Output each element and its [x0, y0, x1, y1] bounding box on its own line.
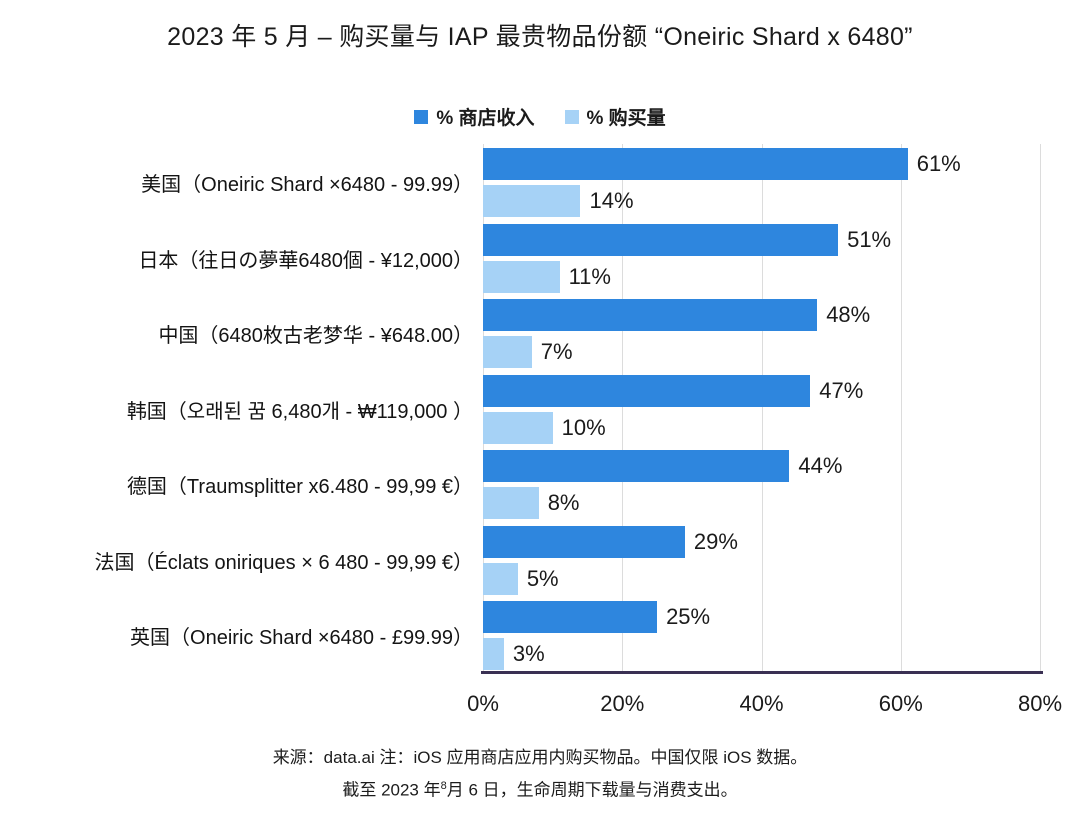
bar-line: 5% [483, 562, 1040, 595]
value-label: 51% [847, 226, 892, 252]
bar-line: 3% [483, 638, 1040, 670]
bar-store-revenue [483, 299, 818, 331]
value-label: 14% [589, 188, 634, 213]
footer-note: 来源：data.ai 注：iOS 应用商店应用内购买物品。中国仅限 iOS 数据… [0, 744, 1080, 805]
bar-purchases [483, 260, 560, 293]
bar-pair: 25% 3% [483, 601, 1040, 670]
country-group: 中国（6480枚古老梦华 - ¥648.00） 48% 7% [0, 299, 1080, 368]
x-axis-line [481, 671, 1043, 674]
value-label: 25% [666, 604, 711, 629]
chart-title: 2023 年 5 月 – 购买量与 IAP 最贵物品份额 “Oneiric Sh… [167, 23, 913, 51]
category-label: 中国（6480枚古老梦华 - ¥648.00） [158, 325, 473, 347]
bar-pair: 29% 5% [483, 525, 1040, 595]
country-group: 法国（Éclats oniriques × 6 480 - 99,99 €） 29… [0, 525, 1080, 595]
bar-line: 10% [483, 411, 1040, 444]
footer-line-1: 来源：data.ai 注：iOS 应用商店应用内购买物品。中国仅限 iOS 数据… [272, 748, 808, 767]
bar-pair: 47% 10% [483, 374, 1040, 444]
value-label: 48% [826, 302, 871, 327]
bar-line: 48% [483, 299, 1040, 331]
value-label: 61% [916, 151, 961, 176]
country-group: 德国（Traumsplitter x6.480 - 99,99 €） 44% 8% [0, 450, 1080, 519]
gridline [483, 144, 484, 672]
value-label: 44% [798, 453, 843, 478]
bar-line: 61% [483, 148, 1040, 180]
legend-item-revenue: % 商店收入 [414, 103, 535, 130]
x-tick-label: 40% [739, 691, 784, 716]
bar-line: 51% [483, 223, 1040, 256]
bar-line: 7% [483, 336, 1040, 368]
value-label: 7% [540, 339, 573, 364]
bar-store-revenue [483, 601, 658, 633]
bar-purchases [483, 336, 532, 368]
category-label: 英国（Oneiric Shard ×6480 - £99.99） [130, 627, 473, 649]
bar-line: 47% [483, 374, 1040, 407]
bar-line: 8% [483, 487, 1040, 519]
bar-pair: 61% 14% [483, 148, 1040, 217]
bar-purchases [483, 562, 518, 595]
category-label: 日本（往日の夢華6480個 - ¥12,000） [138, 249, 473, 272]
gridline [622, 144, 624, 672]
country-group: 英国（Oneiric Shard ×6480 - £99.99） 25% 3% [0, 601, 1080, 670]
category-label: 美国（Oneiric Shard ×6480 - 99.99） [141, 174, 473, 196]
gridline [900, 144, 902, 672]
value-label: 47% [819, 377, 864, 403]
bar-line: 29% [483, 525, 1040, 558]
value-label: 3% [512, 641, 545, 666]
legend-label-purchases: % 购买量 [586, 108, 666, 129]
bar-store-revenue [483, 525, 685, 558]
country-group: 日本（往日の夢華6480個 - ¥12,000） 51% 11% [0, 223, 1080, 293]
category-label: 韩国（오래된 꿈 6,480개 - ₩119,000 ） [126, 400, 473, 423]
legend-swatch-purchases [564, 109, 579, 124]
bar-purchases [483, 185, 581, 217]
bar-store-revenue [483, 374, 811, 407]
x-axis-ticks: 0% 20% 40% 60% 80% [0, 691, 1080, 721]
legend-item-purchases: % 购买量 [564, 103, 666, 130]
country-group: 美国（Oneiric Shard ×6480 - 99.99） 61% 14% [0, 148, 1080, 217]
legend-swatch-revenue [414, 109, 429, 124]
bar-purchases [483, 411, 553, 444]
value-label: 5% [526, 565, 559, 591]
bar-line: 11% [483, 260, 1040, 293]
legend-label-revenue: % 商店收入 [436, 108, 535, 129]
gridline [761, 144, 763, 672]
footer-line-2: 截至 2023 年8月 6 日，生命周期下载量与消费支出。 [342, 780, 738, 800]
value-label: 10% [561, 414, 606, 440]
value-label: 8% [547, 490, 580, 515]
category-label: 德国（Traumsplitter x6.480 - 99,99 €） [126, 476, 473, 498]
bar-purchases [483, 487, 539, 519]
value-label: 11% [568, 263, 611, 289]
bar-store-revenue [483, 450, 790, 482]
chart-title-wrap: 2023 年 5 月 – 购买量与 IAP 最贵物品份额 “Oneiric Sh… [0, 18, 1080, 56]
bar-purchases [483, 638, 504, 670]
category-label: 法国（Éclats oniriques × 6 480 - 99,99 €） [94, 551, 473, 574]
x-tick-label: 0% [467, 691, 499, 716]
bar-pair: 48% 7% [483, 299, 1040, 368]
plot-area [483, 144, 1041, 672]
bar-rows: 美国（Oneiric Shard ×6480 - 99.99） 61% 14% 日本（… [0, 148, 1080, 678]
bar-line: 25% [483, 601, 1040, 633]
chart-legend: % 商店收入 % 购买量 [0, 103, 1080, 130]
bar-store-revenue [483, 223, 839, 256]
x-tick-label: 80% [1017, 691, 1063, 716]
x-tick-label: 20% [600, 691, 645, 716]
country-group: 韩国（오래된 꿈 6,480개 - ₩119,000 ） 47% 10% [0, 374, 1080, 444]
gridline [1040, 144, 1041, 672]
bar-pair: 51% 11% [483, 223, 1040, 293]
value-label: 29% [693, 528, 738, 554]
bar-store-revenue [483, 148, 908, 180]
bar-line: 14% [483, 185, 1040, 217]
bar-pair: 44% 8% [483, 450, 1040, 519]
x-tick-label: 60% [878, 691, 923, 716]
footer-superscript: 8 [440, 780, 447, 792]
bar-line: 44% [483, 450, 1040, 482]
